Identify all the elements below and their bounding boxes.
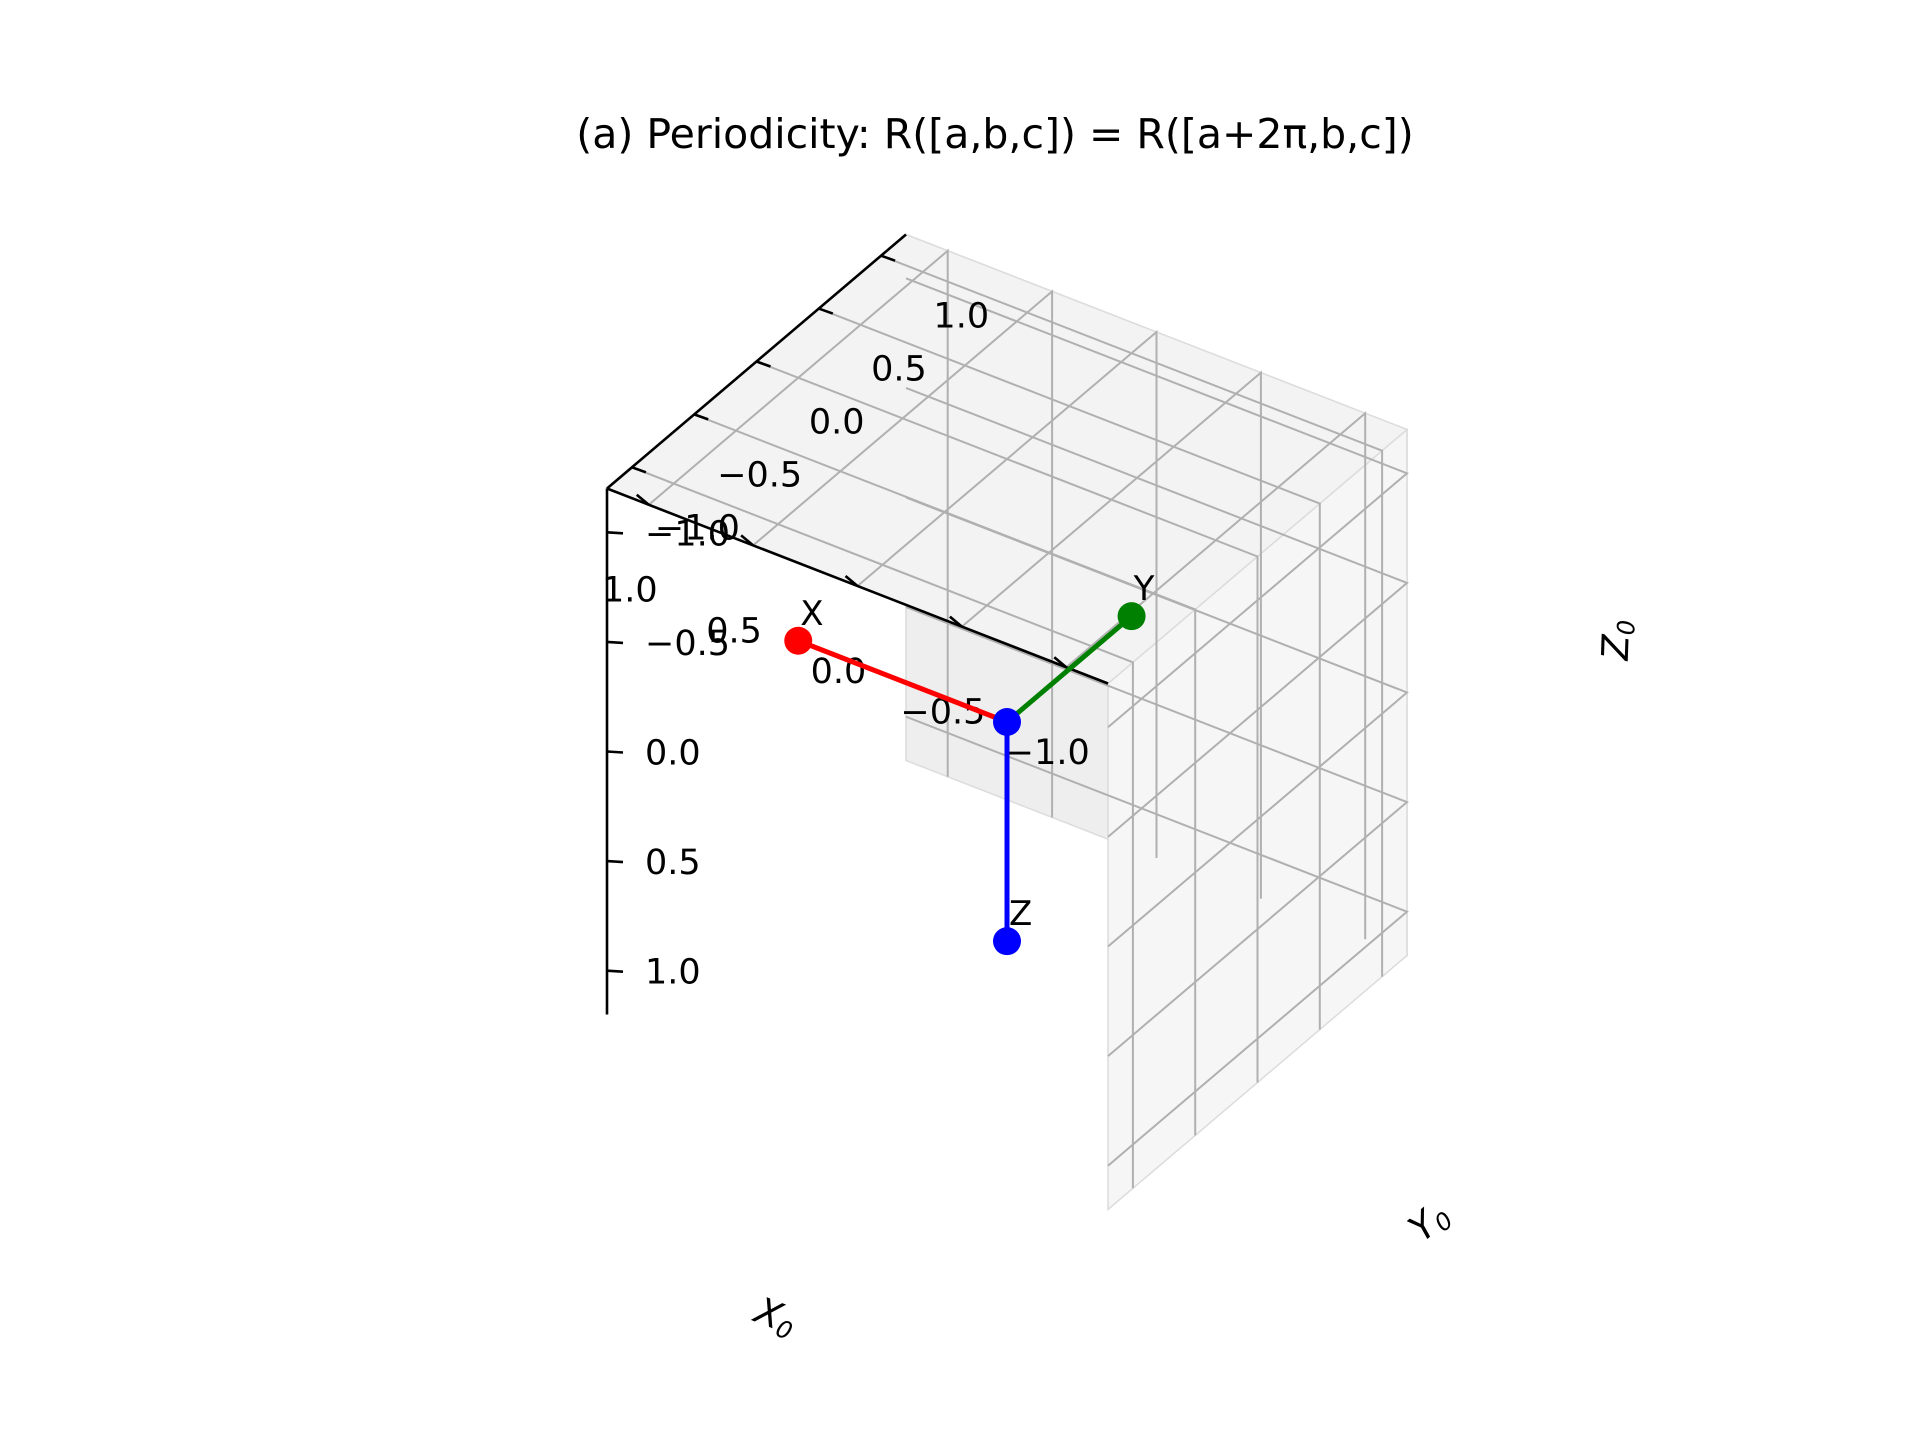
chart-title: (a) Periodicity: R([a,b,c]) = R([a+2π,b,… [576,110,1414,158]
y-tick-label: 1.0 [933,297,989,337]
z-tick-label: −1.0 [645,514,730,554]
grid-line-x [648,248,949,777]
z-tick-label: −0.5 [645,624,730,664]
x-tick [949,615,963,628]
y-tick [880,254,896,262]
z-axis-title: Z0 [1594,619,1641,662]
grid-line-x [961,370,1262,899]
tick-marks: −1.0−0.50.00.51.0−1.0−0.50.00.51.0−1.0−0… [602,254,1090,993]
grid-line-x [752,289,1054,818]
grid-line-z [905,715,1409,1167]
x-tick-label: −1.0 [1005,733,1090,773]
point-label-y: Y [1133,569,1155,609]
grid-line-z [905,277,1409,729]
data-layer: X Y Z [784,569,1155,956]
point-label-x: X [800,594,823,634]
point-x [784,626,813,655]
y-tick [693,413,709,421]
grid-line-x [856,329,1158,858]
y-tick-label: −0.5 [717,455,802,495]
grid-line-x [1065,411,1367,940]
y-tick-label: −1.0 [655,508,740,548]
y-tick-label: 0.5 [871,350,927,390]
x-tick [635,493,650,506]
x-tick [1053,656,1068,669]
z-tick [606,750,624,754]
x-tick [740,534,754,547]
point-origin [993,708,1021,736]
x-tick-label: 0.5 [706,611,762,651]
grid-line-y [818,307,1321,1030]
x-tick-label: 1.0 [602,571,658,611]
z-tick-label: 0.0 [645,734,701,774]
grid-lines [631,248,1409,1189]
y-axis-title: Y0 [1400,1193,1458,1252]
x-tick [844,574,859,587]
grid-line-y [631,466,1134,1189]
y-tick-label: 0.0 [809,403,865,443]
z-tick [606,969,624,973]
z-tick [606,531,624,535]
grid-line-z [905,386,1409,838]
grid-line-z [905,606,1409,1057]
point-label-z: Z [1009,894,1032,934]
z-tick [606,640,624,645]
y-tick [818,307,834,315]
vector-line-x [797,638,1008,725]
grid-line-y [756,360,1259,1083]
x-axis-title: X0 [746,1288,802,1346]
point-y [1117,602,1146,631]
grid-line-z [905,496,1409,948]
z-tick-label: 0.5 [645,843,701,883]
point-z [993,927,1021,956]
z-tick-label: 1.0 [645,953,701,993]
y-tick [756,360,771,368]
z-tick [606,859,624,864]
vector-line-y [1005,614,1134,724]
y-tick [631,466,647,474]
grid-line-y [880,254,1384,977]
